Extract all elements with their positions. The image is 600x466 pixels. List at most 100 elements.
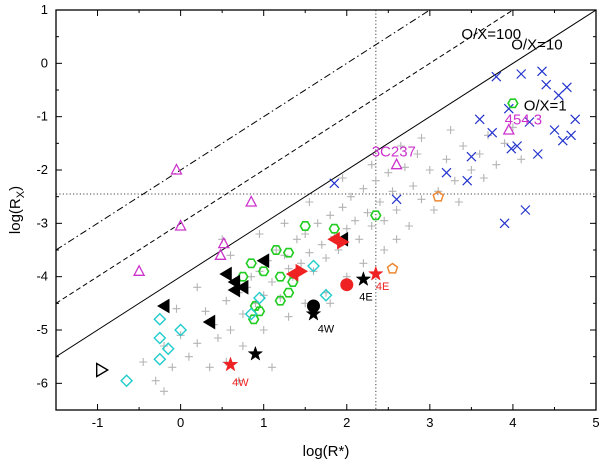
- gray-plus-point: [184, 352, 193, 361]
- gray-plus-point: [475, 150, 484, 158]
- blue-x-point: [441, 167, 452, 178]
- green-hexagon-point: [299, 221, 311, 231]
- ratio-line-dashdot: [56, 10, 431, 251]
- gray-plus-point: [160, 342, 168, 350]
- annotation-label: 4W: [318, 324, 335, 336]
- red-tri-right-point: [295, 263, 309, 279]
- gray-plus-point: [234, 376, 243, 385]
- gray-plus-point: [479, 174, 488, 182]
- gray-plus-point: [317, 240, 326, 249]
- gray-plus-point: [346, 192, 355, 201]
- red-star-point: [222, 356, 239, 372]
- x-tick-label: 3: [426, 415, 433, 430]
- green-hexagon-point: [370, 210, 382, 221]
- gray-plus-point: [459, 142, 468, 150]
- blue-x-point: [391, 194, 402, 205]
- gray-plus-point: [259, 291, 268, 300]
- gray-plus-point: [400, 163, 409, 172]
- gray-plus-point: [292, 235, 301, 244]
- gray-plus-point: [226, 326, 235, 334]
- gray-plus-point: [305, 198, 314, 206]
- gray-plus-point: [313, 219, 322, 228]
- plot-area-bg: [56, 10, 596, 410]
- cyan-diamond-point: [307, 259, 320, 273]
- gray-plus-point: [193, 283, 202, 292]
- magenta-triangle-point: [217, 236, 230, 249]
- gray-plus-point: [417, 195, 426, 204]
- magenta-triangle-point: [133, 264, 146, 276]
- gray-plus-point: [430, 206, 438, 214]
- y-tick-label: -4: [36, 269, 48, 284]
- blue-x-point: [532, 149, 543, 159]
- gray-plus-point: [359, 259, 368, 268]
- gray-plus-point: [214, 334, 222, 342]
- gray-plus-point: [409, 182, 418, 190]
- gray-plus-point: [205, 363, 214, 372]
- blue-x-point: [557, 135, 568, 146]
- gray-plus-point: [392, 206, 401, 214]
- gray-plus-point: [259, 326, 268, 334]
- gray-plus-point: [355, 235, 364, 244]
- green-hexagon-point: [245, 258, 257, 269]
- ratio-line-label: O/X=1: [524, 97, 567, 114]
- blue-x-point: [329, 178, 340, 189]
- plot-frame: [55, 9, 597, 411]
- gray-plus-point: [326, 211, 335, 220]
- cyan-diamond-point: [153, 352, 167, 366]
- gray-plus-point: [338, 203, 347, 212]
- gray-plus-point: [446, 126, 455, 134]
- blue-x-point: [462, 175, 473, 186]
- annotation-label: 3C237: [372, 144, 416, 161]
- blue-x-point: [524, 117, 535, 127]
- red-tri-right-point: [337, 234, 350, 250]
- gray-plus-point: [425, 166, 434, 174]
- gray-plus-point: [380, 216, 389, 225]
- annotation-label: 4W: [232, 377, 249, 389]
- ratio-line-solid: [56, 10, 596, 358]
- magenta-triangle-point: [174, 219, 187, 231]
- blue-x-point: [499, 218, 510, 229]
- annotation-label: 4E: [359, 292, 372, 304]
- cyan-diamond-point: [253, 291, 266, 305]
- gray-plus-point: [238, 342, 247, 350]
- gray-plus-point: [388, 187, 397, 196]
- ratio-line-dashed: [56, 10, 514, 304]
- y-axis-title-main: log(R: [7, 198, 24, 234]
- gray-plus-point: [139, 358, 148, 366]
- gray-plus-point: [301, 230, 310, 238]
- blue-x-point: [512, 141, 523, 151]
- gray-plus-point: [417, 134, 426, 142]
- gray-plus-point: [392, 235, 401, 244]
- y-tick-label: -3: [36, 215, 48, 230]
- magenta-triangle-point: [214, 248, 227, 260]
- y-tick-label: -5: [36, 322, 48, 337]
- blue-x-point: [520, 205, 531, 215]
- y-tick-label: -1: [36, 109, 48, 124]
- cyan-diamond-point: [319, 288, 333, 302]
- black-tri-left-point: [219, 266, 232, 282]
- gray-plus-point: [371, 176, 380, 185]
- gray-plus-point: [450, 176, 459, 185]
- gray-plus-point: [367, 222, 376, 230]
- black-tri-left-point: [256, 253, 270, 269]
- x-tick-label: 0: [177, 415, 184, 430]
- gray-plus-point: [359, 184, 368, 193]
- gray-plus-point: [305, 248, 314, 257]
- gray-plus-point: [467, 166, 476, 174]
- gray-plus-point: [284, 312, 293, 321]
- black-tri-right-open-point: [95, 362, 110, 378]
- black-tri-left-point: [227, 282, 241, 298]
- gray-plus-point: [413, 150, 422, 158]
- gray-plus-point: [268, 278, 276, 286]
- ratio-line-label: O/X=100: [461, 26, 521, 43]
- annotation-label: 454.3: [505, 112, 543, 129]
- magenta-triangle-point: [245, 195, 258, 207]
- gray-plus-point: [367, 160, 376, 169]
- green-hexagon-point: [282, 287, 295, 298]
- blue-x-point: [570, 114, 581, 125]
- blue-x-point: [516, 69, 527, 79]
- blue-x-point: [549, 125, 560, 135]
- gray-plus-point: [151, 376, 160, 385]
- reference-lines: [56, 10, 596, 410]
